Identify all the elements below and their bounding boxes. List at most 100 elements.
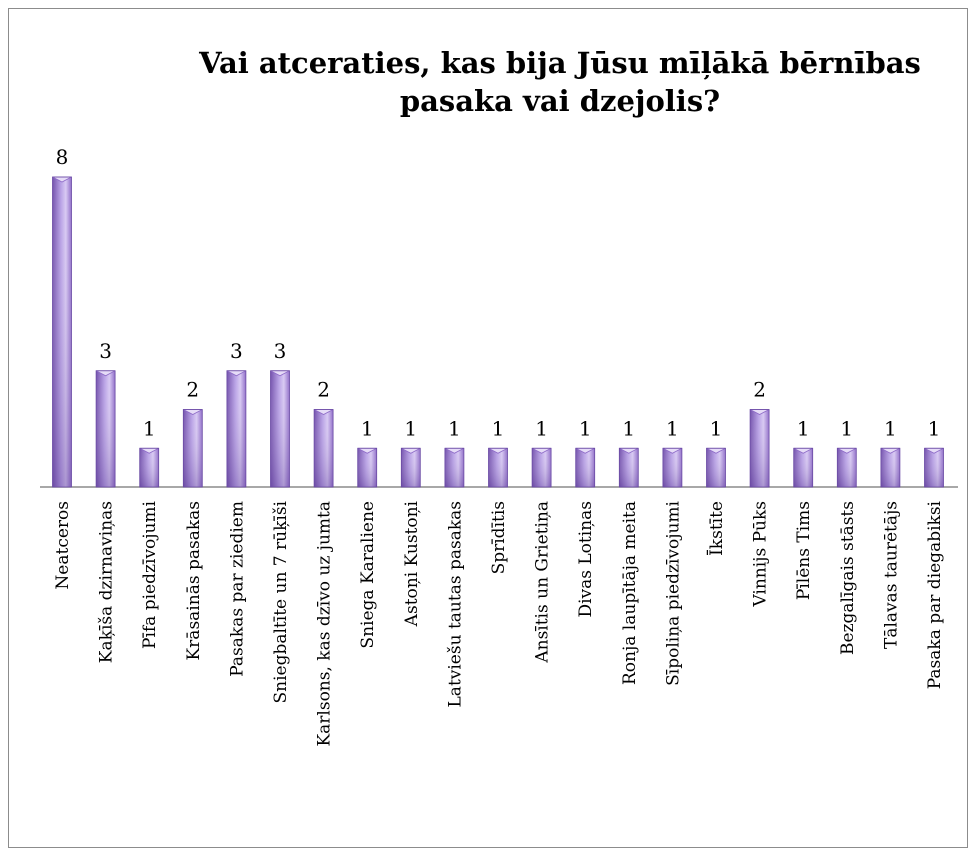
- data-label: 1: [797, 416, 810, 440]
- category-label: Krāsainās pasakas: [184, 501, 204, 661]
- bar-outline: [793, 447, 814, 488]
- bar-shade: [139, 448, 159, 487]
- category-label: Divas Lotiņas: [576, 501, 596, 618]
- category-label: Kaķīša dzirnaviņas: [97, 501, 117, 663]
- data-label: 3: [230, 339, 243, 363]
- category-label: Karlsons, kas dzīvo uz jumta: [315, 501, 335, 747]
- bar-outline: [880, 447, 901, 488]
- bar-outline: [488, 447, 508, 488]
- category-label: Sīpoliņa piedzīvojumi: [663, 500, 683, 685]
- data-label: 2: [186, 378, 199, 402]
- bar-group: 1 Sīpoliņa piedzīvojumi: [662, 416, 683, 686]
- bar-shade: [532, 448, 552, 487]
- category-label: Ansītis un Grietiņa: [533, 501, 553, 664]
- bar-group: 1 Ansītis un Grietiņa: [531, 416, 553, 664]
- data-label: 1: [448, 416, 461, 440]
- bar-shade: [270, 370, 290, 487]
- bar-group: 1 Bezgalīgais stāsts: [836, 416, 858, 655]
- category-label: Tālavas taurētājs: [881, 501, 901, 649]
- chart-frame: [8, 8, 968, 848]
- bar-shade: [575, 448, 595, 487]
- bar-outline: [749, 409, 770, 488]
- category-label: Īkstīte: [706, 501, 727, 556]
- bar-group: 1 Pasaka par diegabiksi: [924, 416, 945, 689]
- bar-group: 2 Krāsainās pasakas: [182, 378, 204, 661]
- data-label: 3: [99, 339, 112, 363]
- bar-shade: [52, 177, 72, 487]
- data-label: 1: [143, 416, 156, 440]
- bar-group: 1 Latviešu tautas pasakas: [444, 416, 465, 707]
- bar-shade: [314, 409, 334, 487]
- category-label: Pīfa piedzīvojumi: [140, 500, 160, 649]
- bar-group: 1 Pīlēns Tims: [793, 416, 814, 600]
- bar-outline: [357, 447, 378, 488]
- bar-shade: [706, 448, 726, 487]
- bar-outline: [52, 176, 72, 488]
- bar-outline: [618, 447, 639, 488]
- bar-shade: [488, 448, 508, 487]
- category-label: Sniega Karaliene: [358, 501, 378, 649]
- bar-outline: [531, 447, 552, 488]
- data-label: 3: [274, 339, 287, 363]
- data-label: 1: [710, 416, 723, 440]
- bar-group: 2 Karlsons, kas dzīvo uz jumta: [313, 378, 335, 747]
- category-label: Neatceros: [53, 501, 73, 590]
- data-label: 8: [56, 145, 69, 169]
- bar-outline: [226, 370, 247, 488]
- bar-group: 1 Ronja laupītāja meita: [618, 416, 640, 685]
- bar-outline: [444, 447, 465, 488]
- data-label: 1: [535, 416, 548, 440]
- data-label: 1: [884, 416, 897, 440]
- bar-group: 1 Divas Lotiņas: [575, 416, 596, 618]
- bar-group: 8 Neatceros: [52, 145, 73, 590]
- bar-outline: [270, 370, 290, 488]
- bar-outline: [575, 447, 596, 488]
- category-label: Vinnijs Pūks: [751, 501, 771, 608]
- bar-shade: [357, 448, 377, 487]
- bar-outline: [400, 447, 421, 488]
- data-label: 1: [666, 416, 679, 440]
- data-label: 1: [840, 416, 853, 440]
- bar-group: 1 Pīfa piedzīvojumi: [139, 416, 160, 649]
- bar-outline: [139, 447, 160, 488]
- bar-shade: [96, 370, 116, 487]
- bar-shade: [226, 370, 246, 487]
- data-label: 1: [928, 416, 941, 440]
- category-label: Pasakas par ziediem: [227, 501, 247, 677]
- bar-outline: [182, 409, 203, 488]
- bar-shade: [183, 409, 203, 487]
- data-label: 1: [579, 416, 592, 440]
- data-label: 2: [753, 378, 766, 402]
- bar-shade: [924, 448, 944, 487]
- data-label: 1: [492, 416, 505, 440]
- data-label: 1: [622, 416, 635, 440]
- bar-outline: [924, 447, 944, 488]
- bar-group: 1 Astoņi Kustoņi: [400, 416, 422, 627]
- bar-shade: [401, 448, 421, 487]
- bar-outline: [313, 409, 334, 488]
- bar-shade: [444, 448, 464, 487]
- bar-shade: [619, 448, 639, 487]
- data-label: 2: [317, 378, 330, 402]
- bar-shade: [837, 448, 857, 487]
- bar-shade: [750, 409, 770, 487]
- data-label: 1: [404, 416, 417, 440]
- bar-group: 1 Īkstīte: [706, 416, 727, 556]
- bar-group: 2 Vinnijs Pūks: [749, 378, 771, 608]
- bar-group: 1 Sniega Karaliene: [357, 416, 378, 649]
- bar-outline: [95, 370, 116, 488]
- category-label: Pasaka par diegabiksi: [925, 500, 945, 689]
- bar-outline: [662, 447, 683, 488]
- bar-outline: [706, 447, 726, 488]
- bar-group: 3 Kaķīša dzirnaviņas: [95, 339, 117, 663]
- category-label: Sprīdītis: [489, 501, 509, 574]
- chart-title: Vai atceraties, kas bija Jūsu mīļākā bēr…: [199, 46, 921, 118]
- data-label: 1: [361, 416, 374, 440]
- bar-outline: [836, 447, 857, 488]
- category-label: Astoņi Kustoņi: [402, 500, 422, 627]
- bar-shade: [662, 448, 682, 487]
- bar-group: 1 Sprīdītis: [488, 416, 509, 574]
- category-label: Ronja laupītāja meita: [620, 501, 640, 685]
- category-label: Sniegbaltīte un 7 rūķīši: [271, 500, 291, 703]
